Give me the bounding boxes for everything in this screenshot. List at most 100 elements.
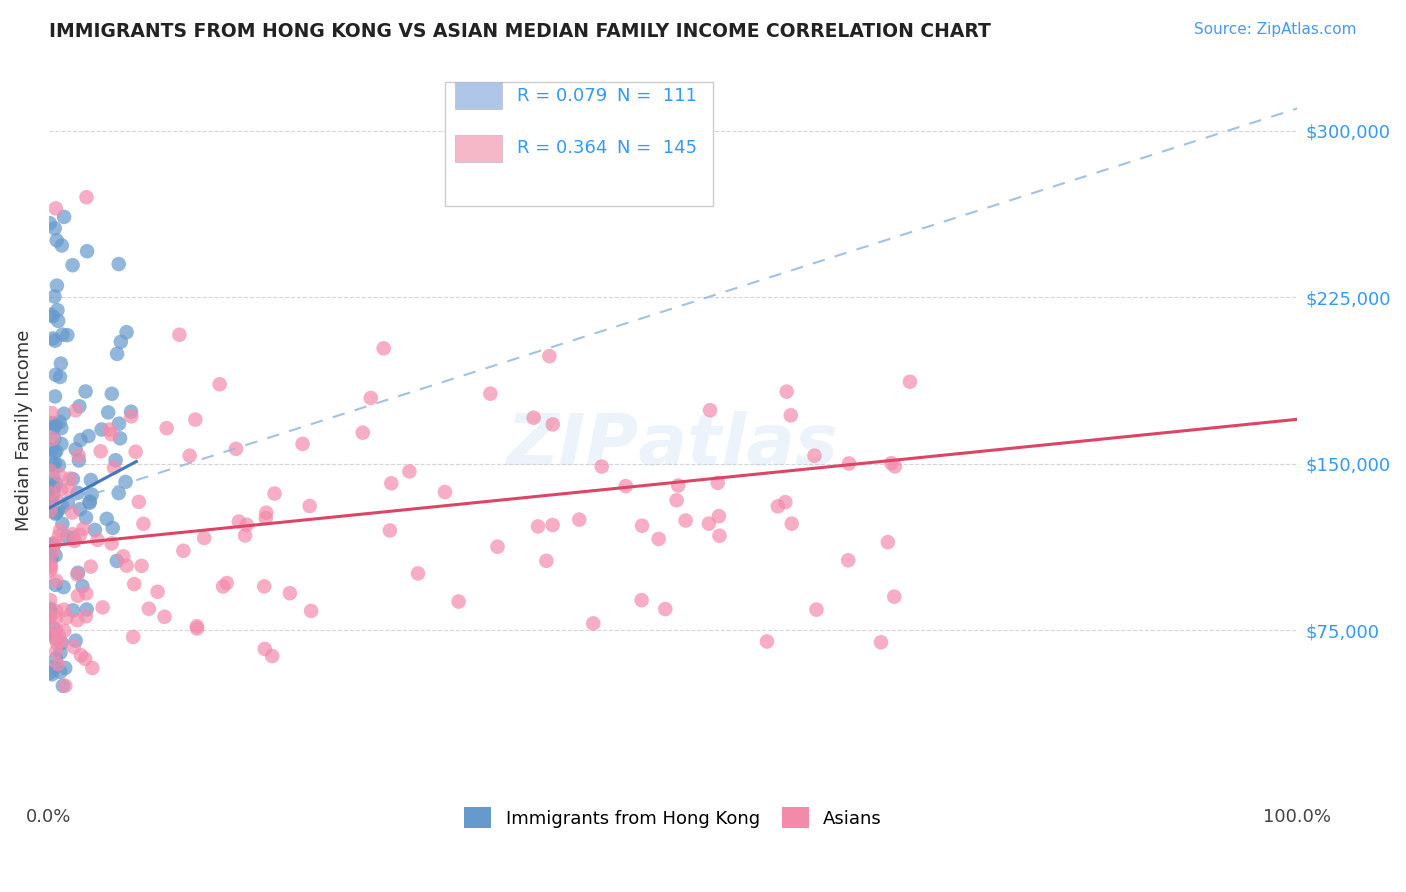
Point [76, 602, 98, 616]
Point [169, 327, 191, 342]
Point [107, 486, 129, 500]
Point [79, 494, 101, 508]
Point [46, 503, 69, 517]
Point [56, 530, 79, 544]
Point [779, 409, 801, 423]
Point [38, 665, 60, 680]
Point [527, 519, 550, 533]
Point [51, 327, 73, 342]
Point [62, 640, 84, 654]
Point [38, 216, 60, 230]
Point [541, 518, 564, 533]
Point [360, 391, 382, 405]
Point [262, 648, 284, 663]
Point [53, 603, 76, 617]
Point [48, 468, 70, 483]
Point [806, 602, 828, 616]
Point [766, 500, 789, 514]
Point [128, 495, 150, 509]
Text: R = 0.079: R = 0.079 [517, 87, 607, 104]
Point [523, 410, 546, 425]
Point [42, 622, 65, 636]
Point [62, 531, 84, 545]
Point [254, 511, 277, 525]
Point [76, 190, 98, 204]
Point [153, 609, 176, 624]
Point [406, 566, 429, 581]
Point [49, 483, 72, 497]
Point [42, 660, 65, 674]
Point [53, 661, 76, 675]
Point [62, 527, 84, 541]
Point [225, 442, 247, 456]
Point [105, 347, 128, 361]
Point [184, 412, 207, 426]
Point [654, 602, 676, 616]
Point [55, 610, 77, 624]
Point [108, 431, 131, 445]
Point [39, 601, 62, 615]
Point [67, 449, 90, 463]
Point [70, 648, 93, 663]
Point [51, 516, 73, 531]
Text: N =  111: N = 111 [617, 87, 697, 104]
Point [49, 634, 72, 648]
Point [52, 580, 75, 594]
Point [59, 471, 82, 485]
Point [39, 494, 62, 508]
Point [880, 456, 903, 470]
Point [44, 446, 66, 460]
Point [780, 516, 803, 531]
Point [41, 310, 63, 324]
Point [212, 579, 235, 593]
Point [41, 550, 63, 565]
Point [898, 375, 921, 389]
Point [114, 475, 136, 489]
Point [253, 579, 276, 593]
Point [131, 558, 153, 573]
Point [44, 480, 66, 494]
Point [44, 432, 66, 446]
Point [146, 584, 169, 599]
Point [67, 453, 90, 467]
Point [536, 554, 558, 568]
Point [132, 516, 155, 531]
Point [66, 566, 89, 580]
Point [86, 533, 108, 547]
Point [709, 529, 731, 543]
Text: Source: ZipAtlas.com: Source: ZipAtlas.com [1194, 22, 1357, 37]
Point [110, 334, 132, 349]
Point [186, 622, 208, 636]
Point [49, 370, 72, 384]
Point [156, 421, 179, 435]
Point [39, 603, 62, 617]
Point [538, 349, 561, 363]
Point [98, 423, 121, 437]
Point [41, 504, 63, 518]
Point [837, 553, 859, 567]
Point [42, 420, 65, 434]
Point [568, 513, 591, 527]
Point [46, 657, 69, 672]
Point [46, 303, 69, 318]
Point [838, 457, 860, 471]
Point [65, 442, 87, 457]
Point [63, 533, 86, 548]
Point [278, 586, 301, 600]
Point [39, 628, 62, 642]
Point [56, 328, 79, 343]
Point [53, 624, 76, 638]
Point [44, 578, 66, 592]
Point [706, 475, 728, 490]
Point [49, 646, 72, 660]
Point [41, 499, 63, 513]
Point [45, 632, 67, 646]
Point [46, 636, 69, 650]
Point [75, 510, 97, 524]
Point [46, 314, 69, 328]
Point [101, 521, 124, 535]
Point [45, 651, 67, 665]
Point [49, 523, 72, 537]
Point [53, 679, 76, 693]
Point [38, 477, 60, 491]
